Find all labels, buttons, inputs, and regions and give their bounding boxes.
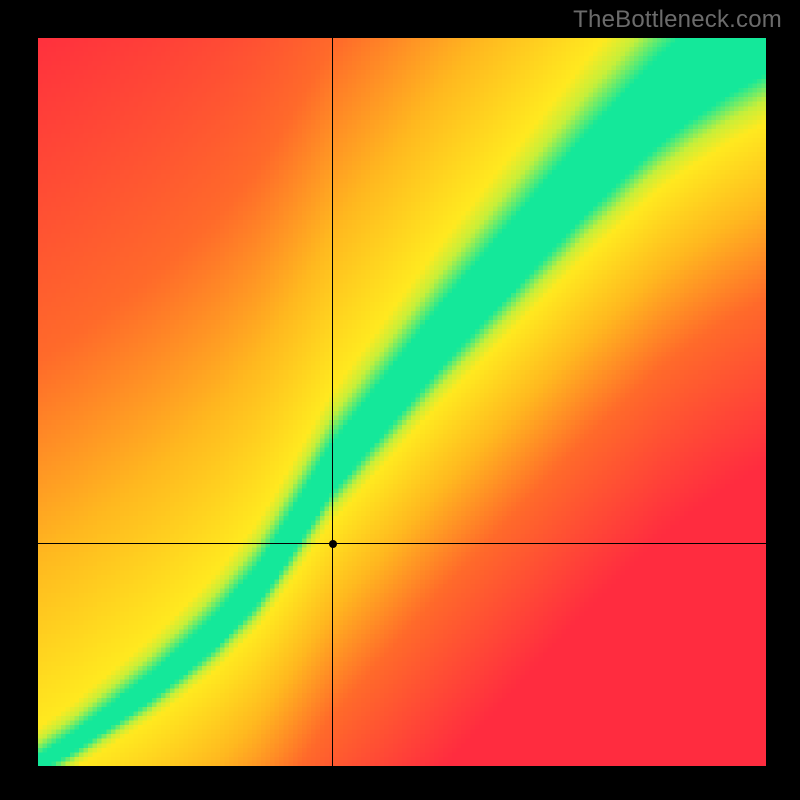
bottleneck-heatmap xyxy=(38,38,766,766)
watermark-text: TheBottleneck.com xyxy=(573,6,782,34)
chart-container: TheBottleneck.com xyxy=(0,0,800,800)
